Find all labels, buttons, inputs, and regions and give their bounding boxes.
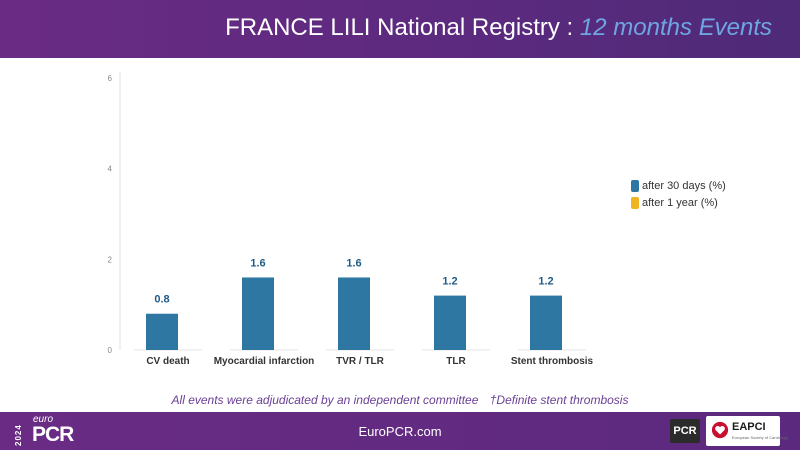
- bar-value-label: 0.8: [154, 294, 169, 306]
- slide-title: FRANCE LILI National Registry : 12 month…: [225, 14, 772, 42]
- legend-swatch-1y: [631, 197, 639, 209]
- bar-chart-svg: 0 2 4 6 0.8 CV death 1.6 Myocardial infarction 1…: [108, 72, 594, 367]
- y-tick-label: 0: [108, 346, 113, 355]
- bar: [146, 313, 178, 350]
- bar-value-label: 1.6: [346, 257, 361, 269]
- slide-footer: 2024 euro PCR EuroPCR.com PCR EAPCI Euro…: [0, 412, 800, 450]
- x-category-label: Stent thrombosis: [511, 356, 594, 367]
- x-category-label: TVR / TLR: [336, 356, 385, 367]
- pcr-logo-badge: PCR: [670, 419, 700, 443]
- legend-label-30d: after 30 days (%): [642, 180, 726, 192]
- slide-header: FRANCE LILI National Registry : 12 month…: [0, 0, 800, 58]
- europcr-logo-pcr: PCR: [32, 423, 74, 446]
- legend-item-30d: after 30 days (%): [631, 178, 726, 194]
- bar: [338, 277, 370, 350]
- bar-chart: 0 2 4 6 0.8 CV death 1.6 Myocardial infarction 1…: [0, 58, 800, 410]
- x-category-label: Myocardial infarction: [214, 356, 315, 367]
- eapci-logo: EAPCI European Society of Cardiology: [706, 416, 788, 446]
- title-separator: :: [566, 14, 574, 41]
- chart-legend: after 30 days (%) after 1 year (%): [631, 178, 726, 212]
- legend-item-1y: after 1 year (%): [631, 195, 726, 211]
- legend-label-1y: after 1 year (%): [642, 197, 718, 209]
- y-tick-label: 6: [108, 74, 113, 83]
- footnote: All events were adjudicated by an indepe…: [0, 393, 800, 407]
- bar: [242, 277, 274, 350]
- x-category-label: TLR: [446, 356, 466, 367]
- legend-swatch-30d: [631, 180, 639, 192]
- footer-website-link[interactable]: EuroPCR.com: [358, 424, 442, 439]
- x-category-label: CV death: [146, 356, 189, 367]
- eapci-logo-text: EAPCI: [732, 421, 766, 433]
- title-accent: 12 months Events: [579, 14, 772, 41]
- footnote-stent-definition: †Definite stent thrombosis: [489, 393, 629, 407]
- bar-value-label: 1.2: [538, 276, 553, 288]
- bar-value-label: 1.6: [250, 257, 265, 269]
- y-tick-label: 2: [108, 255, 113, 264]
- heart-icon: [711, 421, 729, 439]
- eapci-logo-subtext: European Society of Cardiology: [732, 435, 789, 440]
- y-tick-label: 4: [108, 165, 113, 174]
- footnote-adjudication: All events were adjudicated by an indepe…: [171, 393, 479, 407]
- bar-value-label: 1.2: [442, 276, 457, 288]
- bar: [434, 295, 466, 350]
- title-main: FRANCE LILI National Registry: [225, 14, 560, 41]
- bar: [530, 295, 562, 350]
- europcr-logo-euro: euro: [33, 414, 54, 425]
